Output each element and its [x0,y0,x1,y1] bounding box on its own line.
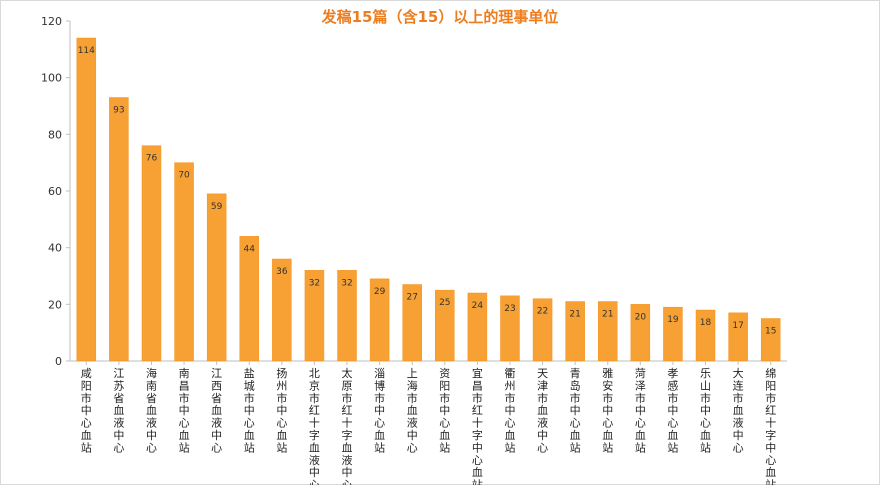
x-tick-label: 海南省血液中心 [146,366,157,454]
bar [174,162,194,362]
data-label: 44 [244,244,256,254]
data-label: 22 [537,307,548,317]
x-tick-label: 青岛市中心血站 [570,367,581,454]
y-tick-label: 20 [48,298,62,311]
bar [760,318,781,362]
x-tick-label: 上海市血液中心 [407,367,418,454]
x-tick-label: 绵阳市红十字中心血站 [765,366,776,485]
x-tick-label: 资阳市中心血站 [439,367,450,454]
data-label: 21 [602,310,613,320]
bar [76,37,97,362]
data-label: 32 [341,278,352,288]
data-label: 36 [276,267,288,277]
data-label: 114 [78,46,95,56]
data-label: 17 [732,321,743,331]
data-label: 27 [406,293,417,303]
data-label: 19 [667,315,679,325]
y-tick-label: 100 [41,72,62,85]
x-tick-label: 扬州市中心血站 [276,366,287,454]
x-tick-label: 盐城市中心血站 [244,367,255,454]
data-label: 93 [113,106,124,116]
x-tick-label: 北京市红十字血液中心 [309,367,320,485]
chart-title: 发稿15篇（含15）以上的理事单位 [321,8,559,26]
data-label: 24 [472,301,484,311]
data-label: 23 [504,304,515,314]
data-label: 20 [635,312,647,322]
data-label: 32 [309,278,320,288]
y-tick-label: 40 [48,242,62,255]
x-tick-label: 太原市红十字血液中心 [342,367,353,485]
x-tick-label: 淄博市中心血站 [374,367,385,454]
y-tick-label: 120 [41,15,62,28]
data-label: 25 [439,298,450,308]
y-tick-label: 60 [48,185,62,198]
x-tick-label: 宜昌市红十字中心血站 [472,366,483,485]
x-tick-label: 江西省血液中心 [211,367,222,454]
data-label: 70 [178,171,190,181]
data-label: 59 [211,202,223,212]
data-label: 29 [374,287,386,297]
bar [141,145,162,362]
x-tick-label: 江苏省血液中心 [113,367,124,454]
x-tick-label: 乐山市中心血站 [700,367,711,454]
x-tick-label: 衢州市中心血站 [504,367,515,454]
x-tick-label: 菏泽市中心血站 [635,367,646,454]
y-tick-label: 80 [48,128,62,141]
y-tick-label: 0 [55,355,62,368]
data-label: 15 [765,327,776,337]
x-tick-label: 大连市血液中心 [733,366,744,454]
data-label: 21 [569,310,580,320]
x-tick-label: 南昌市中心血站 [179,367,190,454]
x-tick-label: 孝感市中心血站 [667,367,678,454]
x-tick-label: 雅安市中心血站 [602,366,613,454]
bar [206,193,227,362]
data-label: 18 [700,318,712,328]
bar [239,236,259,362]
x-tick-label: 咸阳市中心血站 [81,367,92,454]
data-label: 76 [146,154,158,164]
x-tick-label: 天津市血液中心 [537,367,548,454]
bar [109,97,129,362]
